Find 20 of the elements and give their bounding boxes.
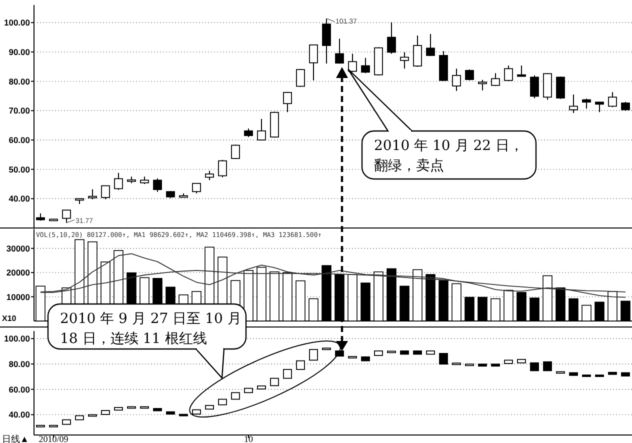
annotation: 2010 年 10 月 22 日，翻绿，卖点 [374, 138, 524, 174]
y-tick-label: 10000 [6, 292, 30, 302]
annotation: 2010 年 9 月 27 日至 10 月 18 日，连续 11 根红线 [60, 311, 242, 347]
y-tick-label: 40.00 [8, 410, 30, 420]
text: X10 [2, 314, 17, 323]
text: 日线▲ [2, 434, 29, 443]
y-tick-label: 20000 [6, 268, 30, 278]
y-tick-label: 70.00 [8, 106, 30, 116]
y-tick-label: 90.00 [8, 46, 30, 57]
x-tick-label: 10 [244, 434, 254, 443]
y-tick-label: 80.00 [8, 76, 30, 86]
y-tick-label: 60.00 [8, 384, 30, 394]
y-tick-label: 80.00 [8, 358, 30, 369]
y-tick-label: 60.00 [8, 134, 30, 145]
y-tick-label: 30000 [6, 243, 30, 254]
y-tick-label: 100.00 [4, 334, 30, 344]
x-tick-label: 2010/09 [38, 434, 69, 443]
y-tick-label: 40.00 [8, 194, 30, 204]
y-tick-label: 50.00 [8, 164, 30, 174]
y-tick-label: 100.00 [4, 18, 30, 28]
